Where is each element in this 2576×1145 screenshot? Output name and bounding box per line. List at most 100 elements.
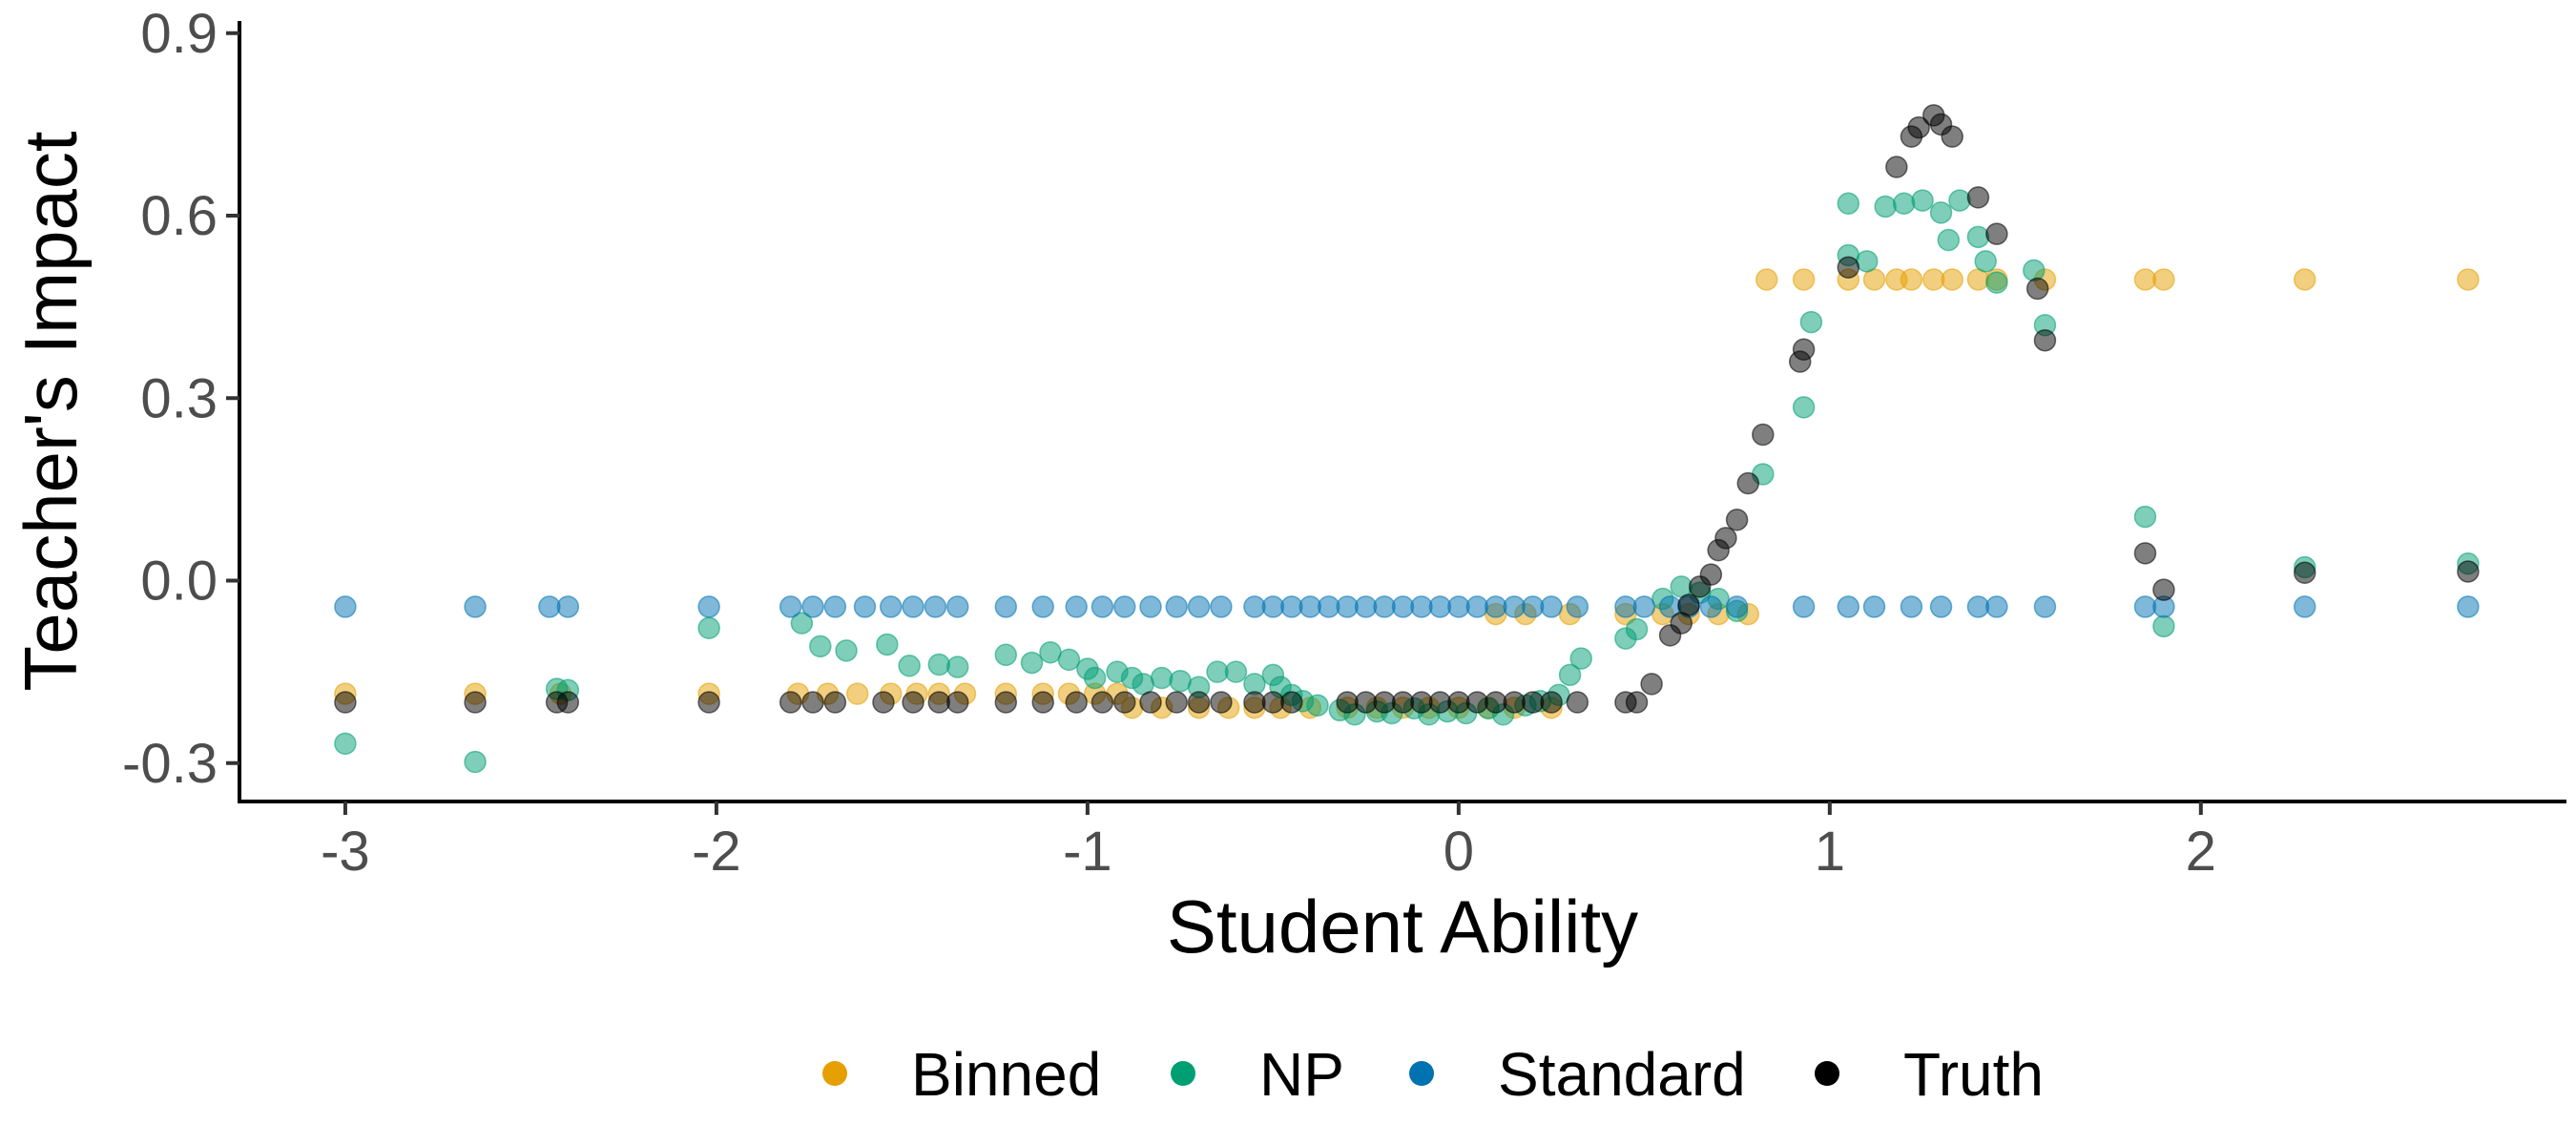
point-np: [2133, 505, 2157, 529]
point-standard: [945, 595, 969, 618]
point-standard: [1699, 595, 1723, 618]
y-tick-label: 0.6: [140, 185, 218, 247]
point-standard: [1113, 595, 1136, 618]
point-truth: [1792, 338, 1816, 361]
point-np: [2023, 259, 2046, 282]
y-tick-label: 0.3: [140, 367, 218, 429]
point-standard: [1065, 595, 1088, 618]
point-standard: [1187, 595, 1211, 618]
point-truth: [902, 691, 924, 714]
point-truth: [1885, 156, 1908, 178]
point-standard: [2293, 595, 2316, 618]
point-standard: [556, 595, 580, 618]
series-truth: [334, 104, 2480, 714]
point-np: [1569, 647, 1592, 670]
point-truth: [1210, 691, 1233, 714]
point-np: [1985, 271, 2008, 294]
point-standard: [464, 595, 487, 618]
point-np: [1083, 666, 1107, 690]
point-truth: [697, 691, 720, 714]
point-truth: [1752, 423, 1775, 447]
point-np: [1020, 651, 1044, 675]
point-truth: [2025, 277, 2049, 301]
point-np: [945, 656, 969, 678]
point-standard: [1210, 595, 1233, 618]
point-truth: [1985, 222, 2008, 245]
point-binned: [1792, 268, 1816, 291]
point-truth: [823, 691, 847, 714]
point-standard: [1540, 595, 1563, 618]
legend-key-np: [1171, 1061, 1195, 1086]
point-np: [1948, 189, 1971, 212]
legend-key-standard: [1409, 1061, 1434, 1086]
point-np: [2152, 614, 2175, 638]
x-tick-label: -2: [692, 821, 741, 883]
point-truth: [1113, 691, 1136, 714]
point-np: [835, 639, 858, 662]
point-standard: [2457, 595, 2480, 618]
point-binned: [845, 682, 869, 705]
point-np: [1892, 192, 1916, 215]
series-standard: [334, 595, 2480, 618]
point-standard: [1031, 595, 1054, 618]
point-binned: [2457, 268, 2480, 291]
point-standard: [879, 595, 903, 618]
point-truth: [556, 691, 580, 714]
point-standard: [853, 595, 877, 618]
point-truth: [872, 691, 895, 714]
point-standard: [994, 595, 1018, 618]
point-truth: [1837, 256, 1860, 279]
point-truth: [1941, 125, 1963, 148]
point-truth: [334, 691, 357, 714]
point-truth: [1736, 471, 1759, 495]
point-truth: [1714, 527, 1737, 550]
legend-label: Standard: [1498, 1040, 1746, 1109]
legend-label: Binned: [911, 1040, 1101, 1109]
point-np: [1929, 201, 1953, 224]
point-standard: [823, 595, 847, 618]
point-truth: [2457, 560, 2480, 583]
point-truth: [1966, 186, 1990, 209]
point-truth: [464, 691, 487, 714]
point-np: [1855, 250, 1879, 273]
point-truth: [2033, 328, 2057, 352]
legend-key-binned: [822, 1061, 847, 1086]
point-truth: [1725, 509, 1749, 531]
legend: Binned NP Standard Truth: [822, 1040, 2044, 1109]
point-np: [1558, 663, 1582, 687]
point-truth: [1065, 691, 1088, 714]
legend-key-truth: [1815, 1061, 1839, 1086]
x-axis-title: Student Ability: [1167, 885, 1638, 968]
point-np: [927, 653, 951, 677]
point-standard: [697, 595, 720, 618]
point-np: [1937, 228, 1961, 252]
point-truth: [1907, 115, 1930, 139]
points-layer: [334, 104, 2480, 774]
point-truth: [801, 691, 824, 714]
point-np: [1974, 250, 1997, 273]
point-binned: [2152, 268, 2175, 291]
point-np: [697, 616, 720, 639]
x-axis-ticks: -3 -2 -1 0 1 2: [321, 802, 2216, 883]
x-tick-label: -3: [321, 821, 370, 883]
point-np: [1057, 648, 1081, 672]
point-np: [334, 732, 357, 756]
point-np: [1966, 225, 1990, 249]
point-np: [1874, 195, 1897, 219]
point-truth: [994, 691, 1018, 714]
point-np: [876, 633, 899, 656]
point-np: [809, 635, 832, 658]
point-np: [1837, 192, 1860, 215]
point-binned: [1755, 268, 1778, 291]
point-standard: [779, 595, 802, 618]
point-np: [790, 612, 814, 635]
point-truth: [1091, 691, 1114, 714]
point-standard: [1862, 595, 1886, 618]
point-standard: [1929, 595, 1953, 618]
y-axis-title: Teacher's Impact: [9, 131, 93, 691]
point-truth: [1165, 691, 1188, 714]
point-standard: [1837, 595, 1860, 618]
point-truth: [1640, 673, 1663, 696]
point-np: [1169, 669, 1192, 693]
